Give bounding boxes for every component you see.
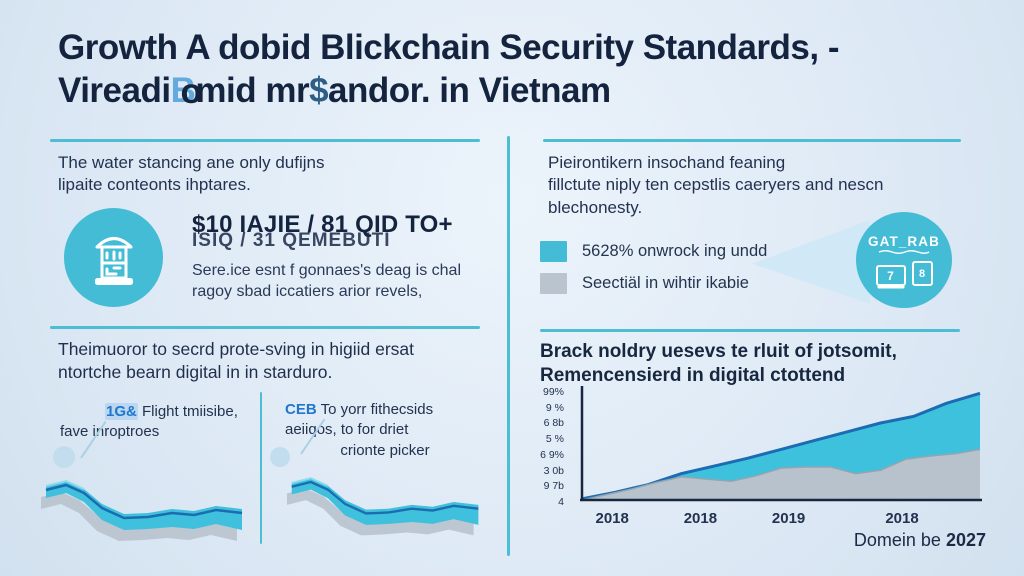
legend: 5628% onwrock ing undd Seectiäl in wihti… <box>540 241 800 305</box>
page-title-line-2: VireadiB o mid mr$andor. in Vietnam <box>58 71 611 112</box>
divider-vertical-panels <box>260 392 262 544</box>
y-tick-label: 4 <box>558 495 564 508</box>
x-tick-label: 2019 <box>771 510 806 527</box>
area-series-gray <box>582 449 980 500</box>
divider-left-top <box>50 139 480 142</box>
y-tick-label: 9 7b <box>543 480 564 493</box>
stat-value-overlay: ISIQ / 31 QEMEBUTI <box>192 230 391 251</box>
ribbon-chart-icon-2 <box>286 477 479 536</box>
laptop-icon: 7 <box>875 265 906 286</box>
y-tick-label: 3 0b <box>543 464 564 477</box>
legend-swatch-teal <box>540 241 567 262</box>
connector-dot-2 <box>270 447 290 467</box>
tablet-icon: 8 <box>911 261 933 286</box>
section-heading-left: Theimuoror to secrd prote-sving in higii… <box>58 339 414 382</box>
chart-section-title: Brack noldry uesevs te rluit of jotsomit… <box>540 341 897 386</box>
gatrab-badge-circle: GAT_RAB 7 8 <box>856 212 952 308</box>
dollar-glyph: $ <box>309 71 329 111</box>
legend-swatch-gray <box>540 273 567 294</box>
page-title-line-1: Growth A dobid Blickchain Security Stand… <box>58 28 839 67</box>
mini-chart-label-2: CEB To yorr fithecsids aeiiqos, to for d… <box>285 401 434 459</box>
divider-left-mid <box>50 326 480 329</box>
footer-note: Domein be 2027 <box>853 530 986 550</box>
gatrab-devices: 7 8 <box>875 261 933 286</box>
badge-ceb: CEB <box>285 401 317 418</box>
y-tick-label: 99% <box>542 386 564 398</box>
area-chart <box>580 386 982 502</box>
footer-year: 2027 <box>945 530 986 550</box>
gatrab-underline-squiggle <box>878 250 930 254</box>
mini-chart-label-1: 1G& Flight tmiisibe, fave inroptroes <box>60 403 238 441</box>
x-tick-label: 2018 <box>885 510 919 527</box>
area-series-gray-stroke <box>581 448 981 501</box>
bank-kiosk-icon <box>94 236 133 285</box>
legend-item-teal: 5628% onwrock ing undd <box>540 241 800 262</box>
stat-icon-circle <box>64 208 163 307</box>
page-title: Growth A dobid Blickchain Security Stand… <box>58 26 978 113</box>
legend-label-gray: Seectiäl in wihtir ikabie <box>582 274 749 292</box>
intro-paragraph-left: The water stancing ane only dufijns lipa… <box>58 153 325 195</box>
y-tick-label: 6 8b <box>543 417 564 430</box>
x-tick-label: 2018 <box>595 510 629 527</box>
ribbon-chart-icon-1 <box>41 479 243 541</box>
stat-value: $10 IAJIE / 81 QID TO+ <box>192 211 453 238</box>
legend-item-gray: Seectiäl in wihtir ikabie <box>540 273 800 294</box>
badge-1g: 1G& <box>105 403 138 420</box>
gatrab-title: GAT_RAB <box>868 234 940 249</box>
x-tick-label: 2018 <box>683 510 718 527</box>
x-axis-labels: 2018 2018 2019 2018 <box>566 510 986 530</box>
y-tick-label: 6 9% <box>540 448 564 461</box>
divider-right-top <box>543 139 961 142</box>
divider-vertical-main <box>507 136 510 556</box>
legend-label-teal: 5628% onwrock ing undd <box>582 242 768 260</box>
y-tick-label: 9 % <box>545 401 564 414</box>
connector-dot-1 <box>53 446 75 468</box>
stat-description: Sere.ice esnt f gonnaes's deag is chal r… <box>192 262 461 300</box>
intro-paragraph-right: Pieirontikern insochand feaning fillctut… <box>548 153 884 217</box>
y-tick-label: 5 % <box>545 433 564 446</box>
divider-right-mid <box>540 329 960 332</box>
stat-block: $10 IAJIE / 81 QID TO+ ISIQ / 31 QEMEBUT… <box>192 211 484 303</box>
y-axis-labels: 99% 9 % 6 8b 5 % 6 9% 3 0b 9 7b 4 <box>528 386 564 508</box>
